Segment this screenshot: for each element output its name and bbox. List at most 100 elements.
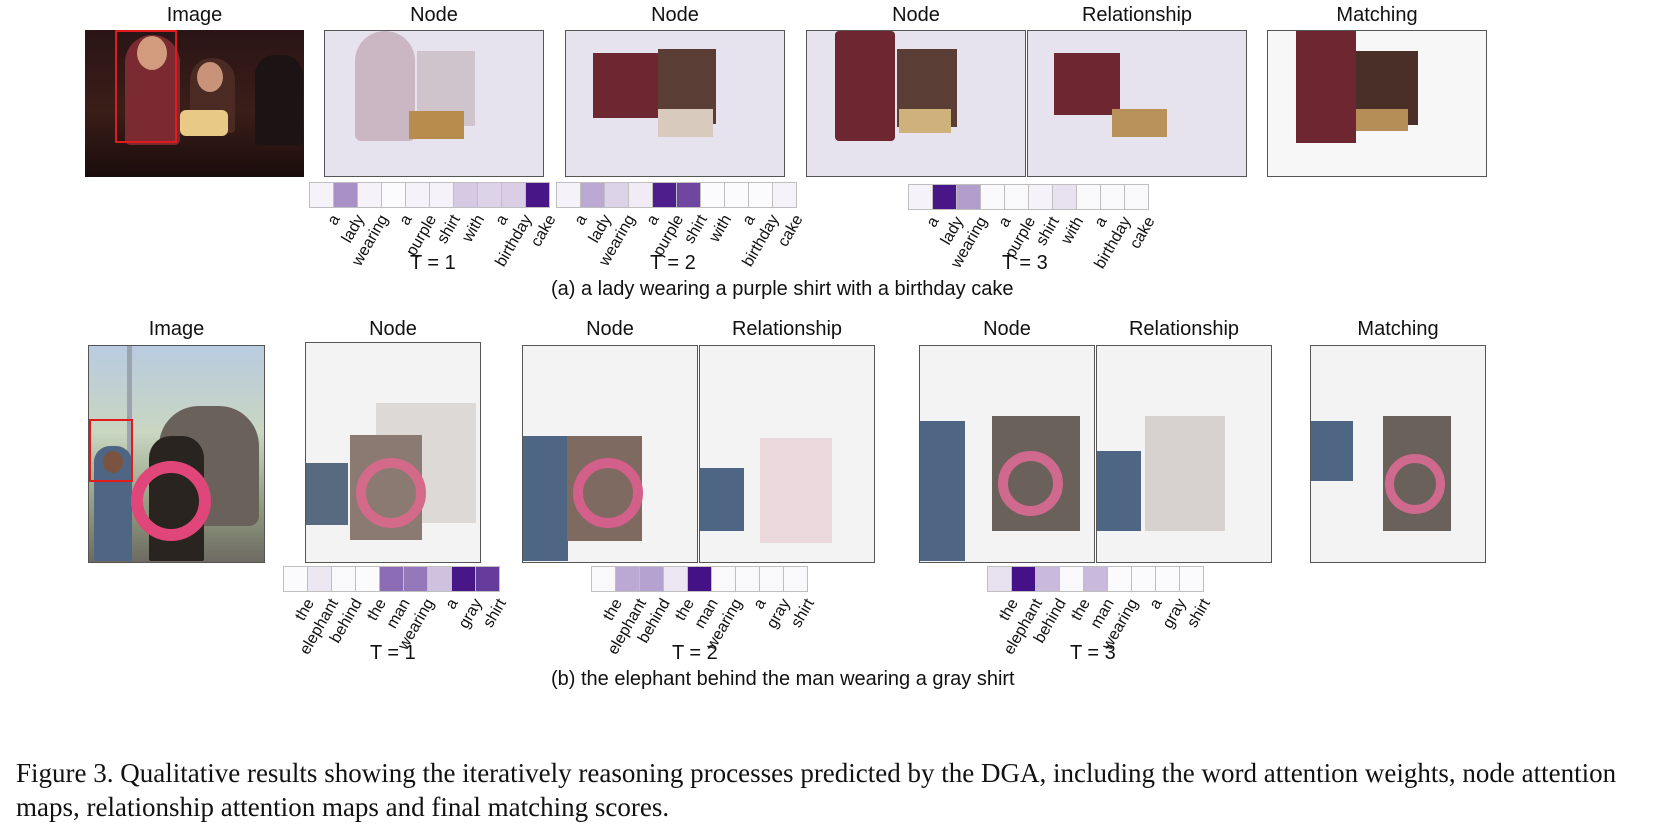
row-b-node-panel-t1 [305,342,481,563]
word-weight-cell-shirt [676,182,701,208]
row-b-title-matching: Matching [1357,318,1439,340]
man-figure [255,55,303,145]
word-weight-cell-cake [525,182,550,208]
pole [127,346,132,496]
word-weight-cell-a [908,184,933,210]
row-b-relationship-panel-t3 [1096,345,1272,563]
faded-woman [760,438,832,543]
row-b-title-image: Image [148,318,205,340]
word-weight-cell-elephant [615,566,640,592]
row-b-word-attention-t2 [591,566,808,592]
row-a-image-panel [85,30,304,177]
word-weight-cell-elephant [307,566,332,592]
flower-wreath [573,458,643,528]
word-weight-cell-wearing [711,566,736,592]
row-b-word-attention-t3 [987,566,1204,592]
row-a-matching-panel [1267,30,1487,177]
word-label-shirt: shirt [680,212,711,247]
word-label-a: a [442,596,462,613]
row-a-word-attention-t2 [556,182,797,208]
row-a-word-attention-t3 [908,184,1149,210]
word-weight-cell-wearing [956,184,981,210]
word-weight-cell-man [379,566,404,592]
word-weight-cell-gray [1155,566,1180,592]
man-highlight [523,436,568,561]
cake-highlight [1112,109,1167,137]
man-face [103,451,123,473]
word-label-cake: cake [775,212,807,250]
word-label-shirt: shirt [787,596,818,631]
row-b-node-panel-t2 [522,345,698,563]
row-a-subcaption: (a) a lady wearing a purple shirt with a… [551,278,1014,300]
word-weight-cell-lady [932,184,957,210]
word-label-a: a [1146,596,1166,613]
word-label-shirt: shirt [1183,596,1214,631]
word-label-a: a [396,212,416,229]
word-label-gray: gray [763,596,794,632]
word-label-with: with [1057,214,1087,248]
lady-highlight [1054,53,1120,115]
word-weight-cell-behind [639,566,664,592]
word-label-a: a [324,212,344,229]
row-b-title-node-2: Node [586,318,634,340]
man-highlight [920,421,965,561]
flower-wreath [356,458,426,528]
word-label-with: with [705,212,735,246]
lady-highlight [593,53,658,118]
row-b-t2-label: T = 2 [672,642,718,664]
word-weight-cell-elephant [1011,566,1036,592]
row-a-title-node-3: Node [892,4,940,26]
row-a-title-relationship: Relationship [1081,4,1193,26]
row-b-title-relationship-2: Relationship [731,318,843,340]
cake [899,109,951,133]
cake [180,110,228,136]
word-weight-cell-wearing [604,182,629,208]
word-weight-cell-behind [331,566,356,592]
word-weight-cell-birthday [748,182,773,208]
target-box [89,419,133,482]
word-weight-cell-wearing [357,182,382,208]
word-weight-cell-a [980,184,1005,210]
word-weight-cell-lady [333,182,358,208]
row-b-node-panel-t3 [919,345,1095,563]
row-b-word-attention-t1 [283,566,500,592]
row-b-t1-label: T = 1 [370,642,416,664]
flower-wreath [131,461,211,541]
word-label-shirt: shirt [433,212,464,247]
row-a-t1-label: T = 1 [410,252,456,274]
word-weight-cell-the [355,566,380,592]
word-label-gray: gray [455,596,486,632]
row-b-relationship-panel-t2 [699,345,875,563]
row-a-title-image: Image [166,4,223,26]
flower-wreath [1385,454,1445,514]
row-a-title-matching: Matching [1336,4,1418,26]
word-label-a: a [492,212,512,229]
word-weight-cell-a [1131,566,1156,592]
row-a-title-node-2: Node [651,4,699,26]
word-weight-cell-a [1076,184,1101,210]
word-weight-cell-cake [1124,184,1149,210]
word-weight-cell-wearing [403,566,428,592]
word-weight-cell-a [477,182,502,208]
word-weight-cell-behind [1035,566,1060,592]
word-weight-cell-the [663,566,688,592]
word-weight-cell-shirt [475,566,500,592]
word-weight-cell-man [1083,566,1108,592]
word-label-cake: cake [1127,214,1159,252]
cake [1356,109,1408,131]
lady-highlight [835,31,895,141]
word-weight-cell-purple [405,182,430,208]
row-a-node-panel-t1 [324,30,544,177]
word-weight-cell-the [283,566,308,592]
word-weight-cell-gray [759,566,784,592]
word-weight-cell-lady [580,182,605,208]
row-b-image-panel [88,345,265,563]
word-weight-cell-the [1059,566,1084,592]
word-weight-cell-a [381,182,406,208]
word-weight-cell-a [735,566,760,592]
word-label-shirt: shirt [1032,214,1063,249]
word-weight-cell-birthday [1100,184,1125,210]
girl-face [197,62,223,92]
faded-cake [658,109,713,137]
